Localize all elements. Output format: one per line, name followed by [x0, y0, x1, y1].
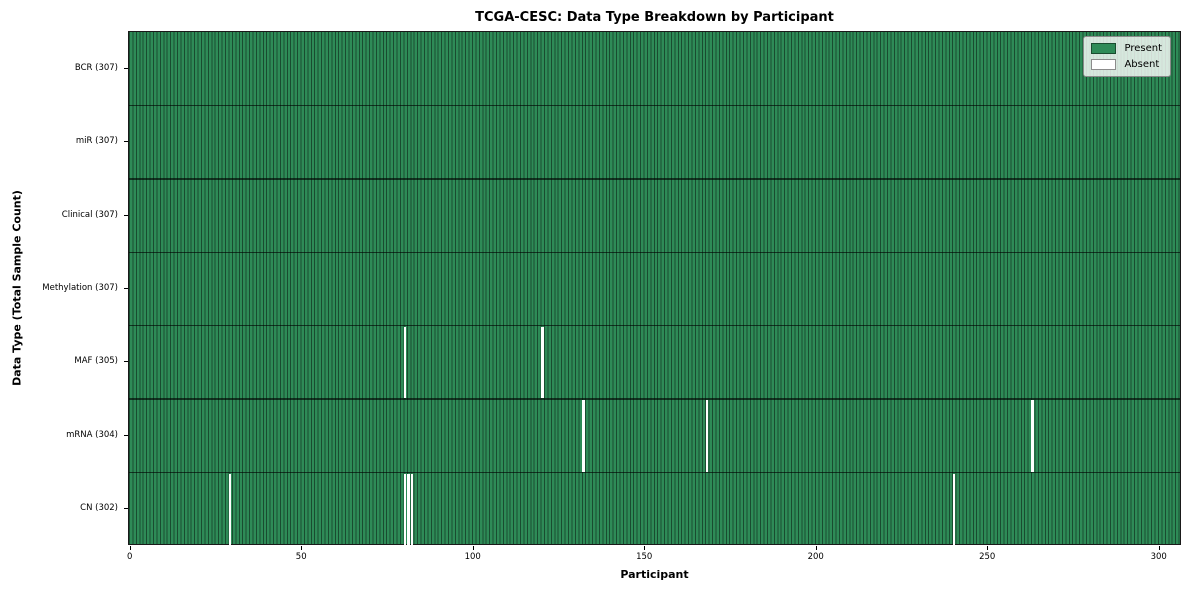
absent-cell-mRNA-132 — [582, 400, 585, 472]
y-tick-label-miR: miR (307) — [75, 136, 118, 147]
y-tick-label-mRNA: mRNA (304) — [66, 429, 118, 440]
y-tick-label-Clinical: Clinical (307) — [61, 209, 118, 220]
row-separator — [129, 398, 1180, 400]
x-tick-mark — [987, 546, 989, 550]
row-separator — [129, 251, 1180, 253]
x-tick-label-200: 200 — [807, 552, 824, 562]
x-tick-label-50: 50 — [295, 552, 307, 562]
row-separator — [129, 471, 1180, 474]
absent-cell-CN-240 — [952, 473, 956, 545]
legend-entry-absent: Absent — [1091, 59, 1162, 70]
legend-label-present: Present — [1124, 43, 1162, 54]
y-tick-mark — [124, 434, 128, 436]
absent-cell-CN-29 — [228, 473, 232, 545]
y-tick-label-Methylation: Methylation (307) — [42, 283, 118, 293]
row-separator — [129, 325, 1180, 327]
absent-cell-mRNA-168 — [705, 400, 709, 472]
row-separator — [129, 104, 1180, 107]
y-tick-label-BCR: BCR (307) — [74, 62, 118, 73]
y-tick-label-MAF: MAF (305) — [74, 356, 118, 367]
absent-cell-CN-80 — [403, 473, 407, 545]
absent-swatch-icon — [1091, 59, 1117, 70]
x-tick-mark — [472, 546, 474, 550]
x-tick-mark — [129, 546, 131, 550]
absent-cell-MAF-120 — [540, 326, 544, 399]
x-tick-label-150: 150 — [636, 552, 653, 562]
absent-cell-MAF-80 — [403, 326, 407, 399]
y-tick-mark — [124, 67, 128, 69]
chart-title: TCGA-CESC: Data Type Breakdown by Partic… — [475, 10, 834, 25]
x-tick-mark — [301, 546, 303, 550]
absent-cell-CN-81 — [407, 473, 410, 545]
absent-cell-CN-82 — [410, 473, 414, 545]
row-separator — [129, 178, 1180, 180]
x-tick-mark — [644, 546, 646, 550]
legend-label-absent: Absent — [1124, 59, 1160, 70]
x-tick-label-250: 250 — [979, 552, 996, 562]
legend-entry-present: Present — [1091, 43, 1162, 54]
x-tick-label-0: 0 — [126, 552, 133, 562]
y-tick-label-CN: CN (302) — [80, 503, 118, 514]
absent-cell-mRNA-263 — [1031, 400, 1035, 472]
x-tick-mark — [1158, 546, 1160, 550]
x-tick-label-100: 100 — [464, 552, 481, 562]
y-tick-mark — [124, 141, 128, 143]
x-tick-mark — [815, 546, 817, 550]
x-axis-label: Participant — [620, 568, 689, 581]
plot-area: Present Absent — [128, 31, 1181, 545]
y-tick-mark — [124, 361, 128, 363]
x-tick-label-300: 300 — [1150, 552, 1167, 562]
y-tick-mark — [124, 288, 128, 289]
y-tick-mark — [124, 508, 128, 510]
y-tick-mark — [124, 214, 128, 216]
present-swatch-icon — [1091, 43, 1117, 54]
legend: Present Absent — [1083, 36, 1171, 77]
